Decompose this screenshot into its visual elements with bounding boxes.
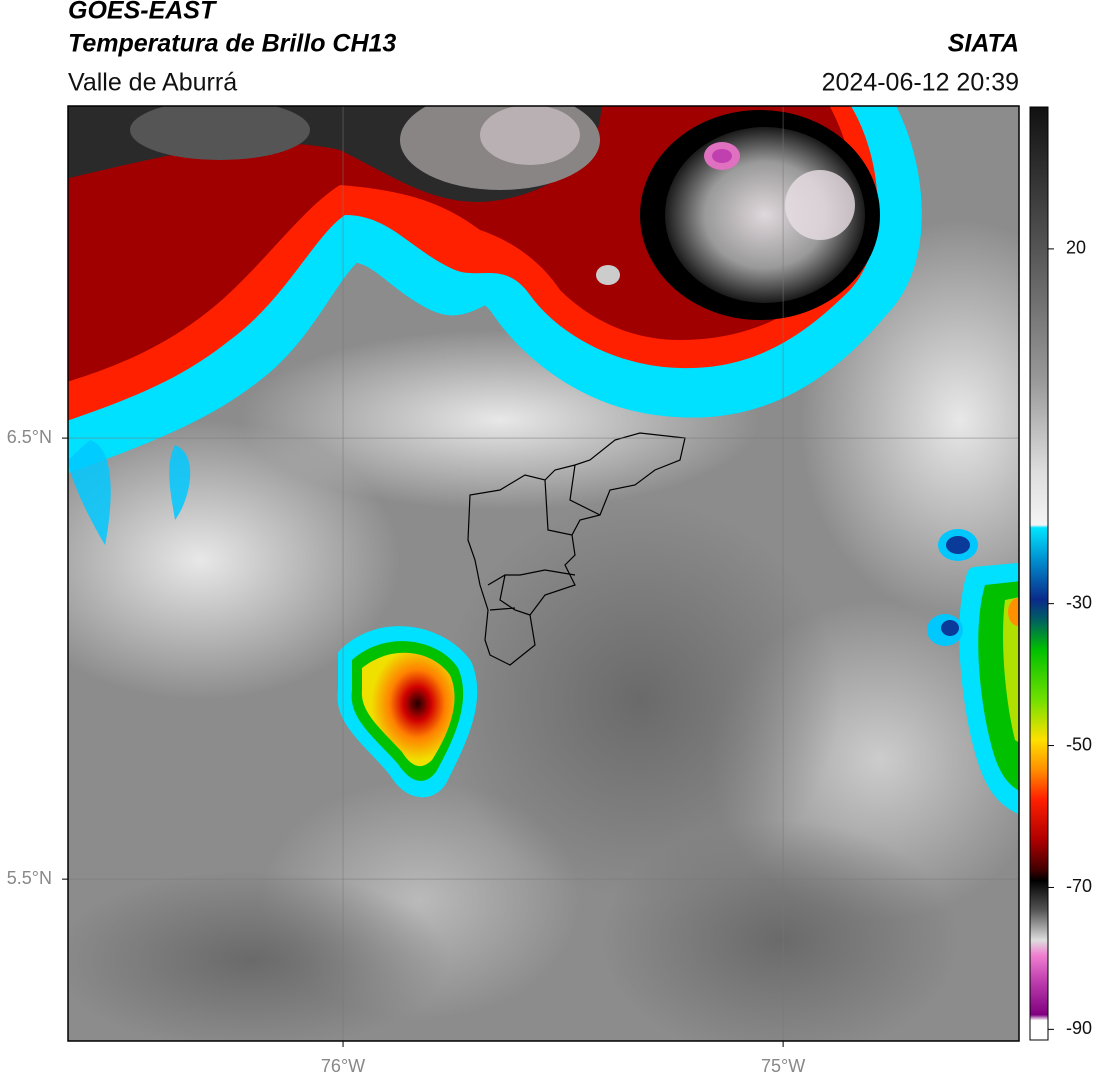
datetime: 2024-06-12 20:39 — [822, 69, 1019, 97]
subtitle: Temperatura de Brillo CH13 — [68, 30, 396, 58]
map-frame — [67, 105, 1020, 1042]
colorbar-tick-label: -70 — [1066, 876, 1092, 896]
grid — [68, 106, 1019, 1041]
x-tick-label: 76°W — [321, 1056, 365, 1076]
colorbar — [1029, 106, 1049, 1041]
satellite-image — [68, 106, 1019, 1041]
title: GOES-EAST — [68, 0, 218, 25]
colorbar-tick-label: -50 — [1066, 734, 1092, 754]
source: SIATA — [948, 30, 1019, 58]
region: Valle de Aburrá — [68, 69, 237, 97]
colorbar-tick-label: -30 — [1066, 592, 1092, 612]
colorbar-tick-label: 20 — [1066, 238, 1086, 258]
x-tick-label: 75°W — [761, 1056, 805, 1076]
y-tick-label: 6.5°N — [7, 427, 52, 447]
colorbar-tick-label: -90 — [1066, 1018, 1092, 1038]
y-tick-label: 5.5°N — [7, 868, 52, 888]
